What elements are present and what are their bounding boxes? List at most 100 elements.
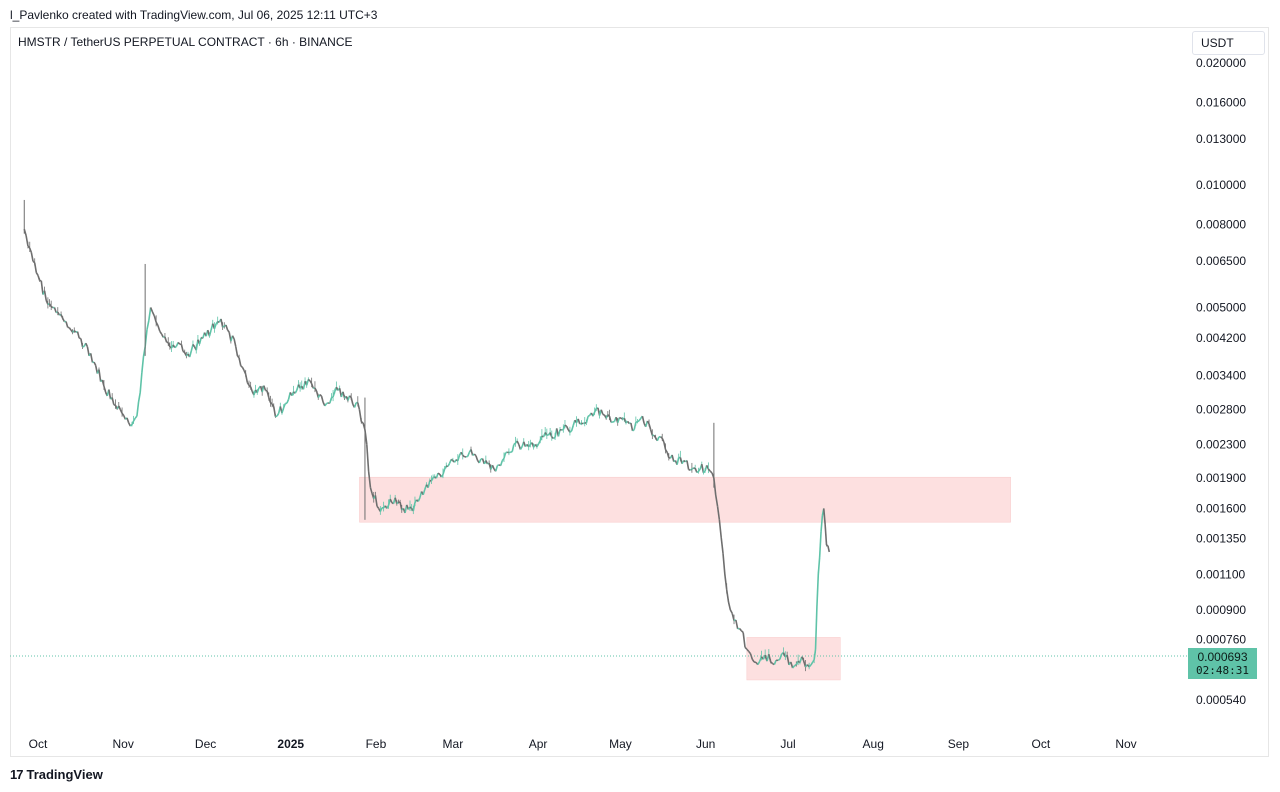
series-layer (23, 199, 831, 672)
series-segment (118, 405, 122, 411)
series-segment (93, 361, 97, 366)
series-segment (73, 330, 77, 333)
series-segment (40, 280, 44, 295)
series-segment (157, 325, 161, 332)
series-segment (263, 385, 267, 391)
series-segment (148, 307, 152, 321)
series-segment (478, 458, 482, 464)
series-segment (536, 443, 540, 448)
series-segment (470, 449, 474, 456)
series-segment (485, 460, 489, 465)
series-segment (616, 417, 621, 424)
x-tick-label: Mar (443, 737, 464, 751)
x-tick-label: Jul (780, 737, 795, 751)
series-segment (188, 350, 193, 358)
tradingview-mark-icon: 17 (10, 767, 24, 782)
series-segment (792, 665, 796, 669)
series-segment (746, 648, 750, 652)
series-segment (641, 415, 645, 424)
series-segment (141, 356, 145, 373)
series-segment (602, 413, 605, 416)
series-segment (720, 537, 724, 554)
series-segment (326, 402, 329, 405)
series-segment (491, 464, 495, 470)
series-segment (718, 519, 723, 538)
series-segment (233, 338, 237, 348)
series-segment (65, 321, 69, 328)
series-segment (192, 344, 196, 348)
series-segment (376, 505, 380, 509)
x-tick-label: Nov (112, 737, 133, 751)
series-segment (379, 507, 383, 512)
series-segment (686, 460, 690, 470)
series-segment (282, 403, 287, 409)
series-segment (472, 453, 475, 457)
x-tick-label: Jun (696, 737, 715, 751)
series-segment (231, 335, 235, 340)
series-segment (235, 346, 239, 357)
series-segment (637, 420, 640, 423)
bar-countdown: 02:48:31 (1196, 664, 1249, 677)
series-segment (465, 455, 468, 458)
zone-0 (359, 476, 1011, 523)
series-segment (149, 307, 154, 313)
series-segment (155, 321, 159, 326)
tradingview-logo[interactable]: 17 TradingView (10, 767, 103, 782)
series-segment (320, 395, 324, 403)
series-segment (35, 272, 39, 276)
series-segment (608, 415, 612, 423)
series-segment (319, 393, 323, 397)
x-tick-label: May (609, 737, 632, 751)
x-tick-label: Nov (1115, 737, 1136, 751)
symbol-title[interactable]: HMSTR / TetherUS PERPETUAL CONTRACT · 6h… (18, 35, 353, 49)
series-segment (820, 515, 824, 533)
series-segment (29, 247, 33, 253)
series-segment (742, 632, 746, 648)
currency-selector[interactable]: USDT (1192, 31, 1265, 55)
series-segment (664, 449, 668, 453)
series-segment (43, 290, 48, 301)
series-segment (86, 346, 90, 356)
series-segment (174, 345, 177, 349)
series-segment (564, 424, 568, 427)
series-segment (722, 553, 726, 575)
y-tick-label: 0.001350 (1196, 531, 1246, 545)
series-segment (810, 661, 814, 666)
series-segment (417, 497, 421, 502)
series-segment (475, 455, 479, 461)
series-segment (159, 330, 163, 335)
series-segment (225, 324, 229, 331)
series-segment (499, 460, 504, 466)
series-segment (744, 646, 748, 650)
series-segment (817, 556, 821, 575)
series-segment (98, 369, 102, 382)
series-segment (632, 429, 635, 432)
series-segment (585, 416, 589, 424)
series-segment (447, 462, 451, 467)
series-segment (661, 437, 665, 443)
series-segment (824, 524, 828, 546)
tradingview-brand: TradingView (26, 767, 103, 782)
series-segment (503, 452, 507, 459)
series-segment (770, 661, 774, 665)
series-segment (369, 487, 373, 494)
series-segment (570, 425, 574, 432)
series-segment (310, 383, 315, 389)
series-segment (757, 660, 761, 666)
series-segment (519, 446, 523, 450)
series-segment (422, 489, 426, 496)
series-segment (53, 307, 57, 313)
y-tick-label: 0.002800 (1196, 403, 1246, 417)
series-segment (177, 341, 181, 345)
series-segment (85, 342, 89, 348)
series-segment (108, 389, 112, 400)
x-tick-label: 2025 (277, 737, 304, 751)
series-segment (33, 262, 38, 273)
y-tick-label: 0.001900 (1196, 471, 1246, 485)
series-segment (286, 398, 290, 404)
series-segment (626, 420, 630, 425)
series-segment (729, 609, 733, 614)
series-segment (505, 451, 508, 454)
series-segment (808, 664, 812, 668)
